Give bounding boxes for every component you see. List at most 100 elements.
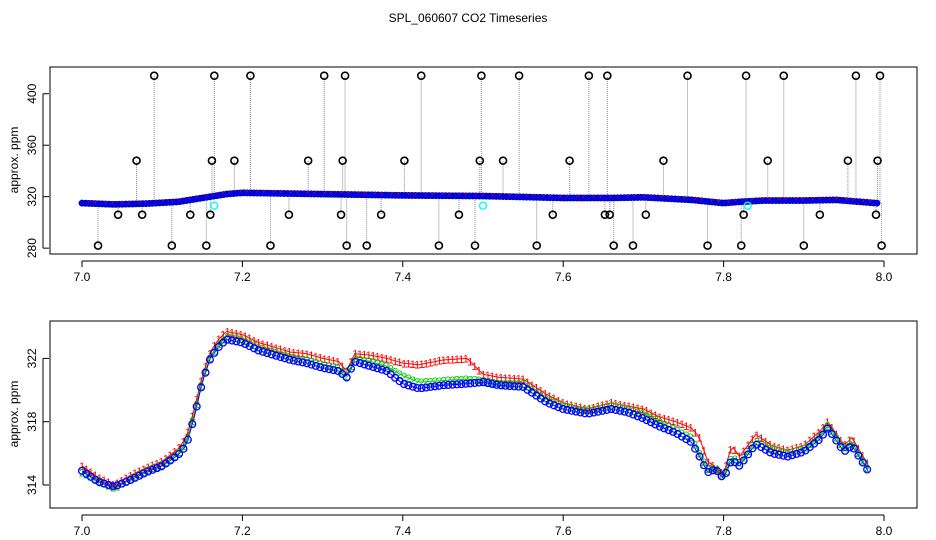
series-marker-3 — [510, 382, 519, 391]
series-marker-2: 2 — [529, 385, 535, 397]
series-marker-1: 1 — [705, 457, 711, 469]
series-marker-2: 2 — [180, 441, 186, 453]
series-marker-2: 2 — [163, 457, 169, 469]
series-marker-1: 1 — [180, 436, 186, 448]
series-marker-1: 1 — [555, 395, 561, 407]
series-marker-2: 2 — [604, 402, 610, 414]
bottom-ylabel: approx. ppm — [7, 381, 21, 448]
series-marker-1: 1 — [785, 445, 791, 457]
series-marker-3 — [448, 380, 457, 389]
series-marker-1: 1 — [242, 331, 248, 343]
series-marker-1: 1 — [688, 423, 694, 435]
series-marker-1: 1 — [749, 434, 755, 446]
series-marker-3 — [404, 381, 413, 390]
series-marker-1: 1 — [454, 354, 460, 366]
spike-point — [736, 241, 746, 250]
series-marker-1: 1 — [110, 479, 116, 491]
series-marker-2: 2 — [736, 458, 742, 470]
spike-point — [815, 210, 825, 219]
series-marker-1: 1 — [573, 401, 579, 413]
spike-point — [376, 210, 386, 219]
series-marker-1: 1 — [419, 359, 425, 371]
series-marker-1: 1 — [114, 478, 120, 490]
spike-point — [548, 210, 558, 219]
series-marker-3 — [139, 469, 148, 478]
series-marker-1: 1 — [696, 433, 702, 445]
series-marker-1: 1 — [670, 416, 676, 428]
series-marker-3 — [845, 443, 854, 452]
spike-point — [149, 71, 159, 81]
x-tick-label: 7.4 — [394, 524, 411, 538]
series-marker-1: 1 — [445, 355, 451, 367]
spike-point — [416, 71, 426, 81]
series-marker-2: 2 — [538, 390, 544, 402]
series-marker-1: 1 — [299, 348, 305, 360]
series-marker-3 — [351, 357, 360, 366]
series-marker-3 — [276, 352, 285, 362]
spike-point — [703, 241, 712, 250]
series-marker-1: 1 — [498, 373, 504, 385]
series-marker-3 — [135, 471, 144, 480]
series-marker-2: 2 — [547, 395, 553, 407]
series-marker-1: 1 — [657, 412, 663, 424]
series-marker-1: 1 — [652, 410, 658, 422]
series-marker-3 — [545, 399, 554, 408]
spike-point — [202, 241, 211, 250]
series-line-2 — [81, 335, 869, 489]
series-marker-1: 1 — [485, 370, 491, 382]
spike-point — [779, 71, 789, 81]
series-marker-3 — [664, 426, 673, 435]
series-marker-1: 1 — [260, 339, 266, 351]
series-marker-3 — [638, 414, 647, 423]
series-marker-2: 2 — [141, 467, 147, 479]
series-marker-1: 1 — [423, 358, 429, 370]
series-marker-3 — [620, 407, 629, 416]
series-marker-2: 2 — [348, 361, 354, 373]
series-marker-3 — [695, 452, 704, 461]
series-marker-1: 1 — [736, 451, 742, 463]
series-marker-3 — [272, 351, 281, 360]
series-marker-2: 2 — [569, 403, 575, 415]
series-marker-2: 2 — [419, 377, 425, 389]
spike-point — [454, 210, 464, 219]
series-marker-2: 2 — [507, 379, 513, 391]
series-marker-2: 2 — [225, 331, 231, 343]
series-marker-2: 2 — [335, 363, 341, 375]
series-marker-1: 1 — [397, 357, 403, 369]
series-marker-3 — [576, 408, 585, 417]
series-marker-3 — [197, 383, 206, 392]
series-marker-3 — [285, 355, 294, 364]
series-marker-1: 1 — [255, 338, 261, 350]
series-marker-3 — [708, 466, 717, 475]
series-marker-1: 1 — [176, 443, 182, 455]
series-marker-3 — [302, 359, 312, 368]
series-marker-1: 1 — [833, 429, 839, 441]
series-marker-2: 2 — [732, 454, 738, 466]
series-marker-3 — [417, 384, 426, 393]
series-marker-3 — [655, 422, 664, 431]
series-marker-1: 1 — [661, 413, 667, 425]
series-marker-3 — [100, 479, 109, 488]
series-marker-2: 2 — [330, 362, 336, 374]
series-marker-3 — [95, 478, 104, 487]
series-marker-2: 2 — [485, 377, 491, 389]
series-marker-3 — [474, 378, 484, 387]
series-marker-2: 2 — [705, 464, 711, 476]
series-marker-1: 1 — [644, 406, 650, 418]
series-marker-1: 1 — [802, 439, 808, 451]
series-marker-2: 2 — [511, 379, 517, 391]
series-marker-3 — [713, 467, 722, 476]
series-marker-3 — [188, 420, 197, 429]
series-marker-2: 2 — [242, 336, 248, 348]
flagged-point — [478, 201, 488, 210]
series-marker-1: 1 — [480, 369, 486, 381]
series-marker-2: 2 — [524, 382, 530, 394]
series-marker-1: 1 — [322, 354, 328, 366]
series-marker-1: 1 — [352, 349, 358, 361]
series-marker-1: 1 — [507, 373, 513, 385]
series-marker-1: 1 — [621, 400, 627, 412]
series-marker-2: 2 — [277, 349, 283, 361]
series-marker-2: 2 — [207, 353, 213, 365]
series-marker-3 — [130, 473, 139, 482]
series-marker-3 — [479, 378, 488, 387]
